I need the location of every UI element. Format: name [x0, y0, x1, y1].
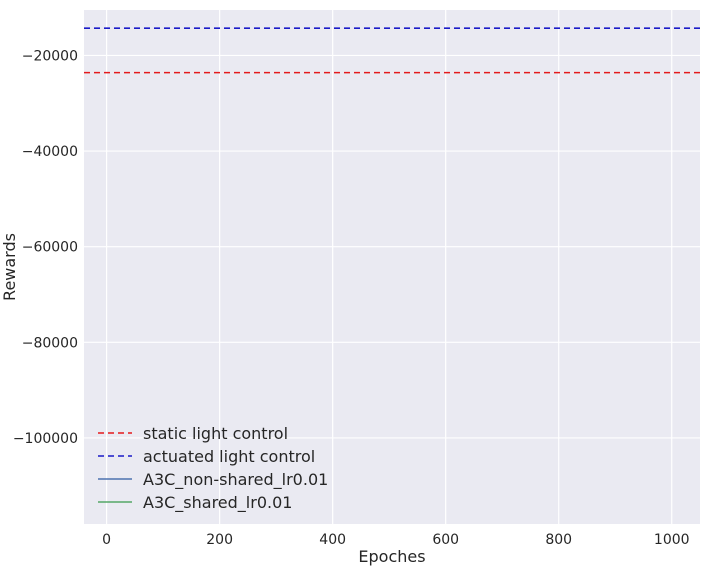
x-tick-label: 0 [102, 532, 111, 548]
x-tick-label: 400 [319, 532, 346, 548]
y-tick-label: −20000 [22, 48, 78, 64]
y-tick-label: −100000 [13, 431, 78, 447]
legend-entry: A3C_non-shared_lr0.01 [143, 470, 328, 490]
y-tick-label: −80000 [22, 335, 78, 351]
legend-entry: static light control [143, 424, 288, 443]
y-axis-label: Rewards [0, 233, 19, 301]
x-tick-label: 1000 [654, 532, 690, 548]
legend: static light control actuated light contr… [98, 424, 328, 513]
y-tick-label: −40000 [22, 144, 78, 160]
grid [84, 10, 700, 524]
x-axis-label: Epoches [358, 547, 425, 566]
x-tick-label: 800 [545, 532, 572, 548]
x-tick-label: 600 [432, 532, 459, 548]
legend-entry: actuated light control [143, 447, 315, 466]
legend-entry: A3C_shared_lr0.01 [143, 493, 292, 513]
series-layer [84, 27, 700, 74]
y-axis-ticks: −100000 −80000 −60000 −40000 −20000 [13, 48, 78, 447]
x-tick-label: 200 [206, 532, 233, 548]
y-tick-label: −60000 [22, 240, 78, 256]
x-axis-ticks: 0 200 400 600 800 1000 [102, 532, 689, 548]
